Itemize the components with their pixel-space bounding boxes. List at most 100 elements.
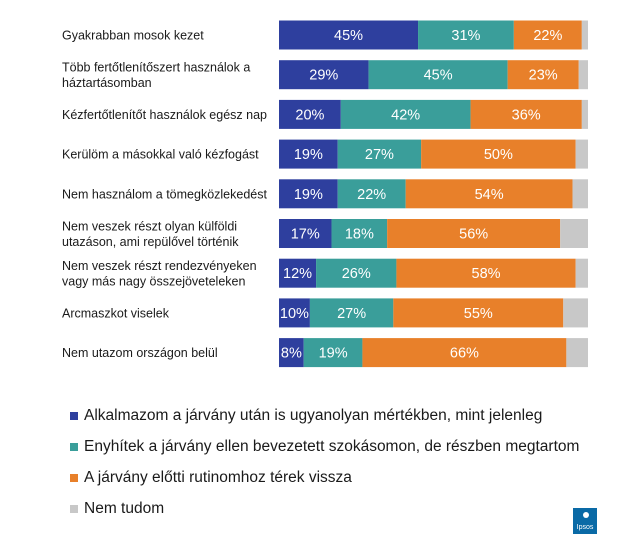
data-label: 29% [309,68,338,84]
data-label: 42% [391,107,420,123]
category-label-line: Nem utazom országon belül [62,346,218,360]
bar-segment [393,298,564,328]
category-label-line: Gyakrabban mosok kezet [62,29,204,43]
bar-segment [368,60,508,90]
category-label-line: háztartásomban [62,76,152,90]
bar-segment [279,298,310,328]
category-label: Arcmaszkot viselek [62,306,170,320]
bar-segment [581,20,588,50]
data-label: 27% [365,147,394,163]
bar-segment [316,258,397,288]
bar-segment [507,60,579,90]
category-label-line: utazáson, ami repülővel történik [62,235,239,249]
data-label: 19% [294,147,323,163]
bar-segment [421,139,576,169]
legend-swatch [70,411,78,420]
bar-segment [581,99,588,129]
data-label: 12% [283,266,312,282]
category-label: Kézfertőtlenítőt használok egész nap [62,108,267,122]
legend-item: Alkalmazom a járvány után is ugyanolyan … [70,400,579,431]
bar-segment [405,179,573,209]
data-label: 50% [484,147,513,163]
category-label: Nem használom a tömegközlekedést [62,187,267,201]
logo-dot [583,512,589,518]
data-label: 31% [451,28,480,44]
data-label: 55% [464,306,493,322]
data-label: 18% [345,227,374,243]
data-label: 10% [280,306,309,322]
data-label: 45% [334,28,363,44]
legend-swatch [70,473,78,482]
data-label: 27% [337,306,366,322]
category-label: Gyakrabban mosok kezet [62,29,204,43]
legend-swatch [70,442,78,451]
category-label: Nem veszek részt rendezvényeken vagy más … [62,259,257,289]
ipsos-logo: Ipsos [573,508,597,534]
category-label-line: Kerülöm a másokkal való kézfogást [62,148,259,162]
data-label: 19% [319,346,348,362]
data-label: 22% [533,28,562,44]
bar-segment [563,298,588,328]
bar-segment [418,20,514,50]
data-label: 20% [295,107,324,123]
legend-item: Nem tudom [70,493,579,524]
bar-segment [575,139,588,169]
bar-segment [279,60,369,90]
category-label-line: Több fertőtlenítőszert használok a [62,61,250,75]
bar-segment [279,338,304,368]
bar-segment [337,139,422,169]
category-label-line: vagy más nagy összejöveteleken [62,275,245,289]
data-label: 36% [512,107,541,123]
bar-segment [331,219,388,248]
data-label: 45% [424,68,453,84]
bar-segment [279,20,419,50]
bar-segment [566,338,588,368]
data-label: 56% [459,227,488,243]
logo-text: Ipsos [576,524,594,531]
legend-swatch [70,504,78,513]
category-label: Nem veszek részt olyan külföldi utazáson,… [62,220,239,250]
data-label: 17% [291,227,320,243]
legend: Alkalmazom a járvány után is ugyanolyan … [70,400,579,524]
bar-segment [396,258,576,288]
legend-label: Nem tudom [84,499,165,517]
bar-segment [279,99,341,129]
category-label: Kerülöm a másokkal való kézfogást [62,148,259,162]
category-label-line: Nem veszek részt olyan külföldi [62,220,237,234]
category-label: Több fertőtlenítőszert használok a háztar… [62,61,250,91]
bar-segment [279,258,317,288]
category-label-line: Nem használom a tömegközlekedést [62,187,267,201]
bar-segment [337,179,406,209]
data-label: 58% [472,266,501,282]
bar-segment [279,179,338,209]
bar-segment [560,219,588,248]
bar-segment [303,338,363,368]
bar-segment [362,338,567,368]
data-label: 8% [281,346,302,362]
stacked-bar-chart: Gyakrabban mosok kezet 45% 31% 22% Több fert… [62,20,588,368]
bar-segment [387,219,561,248]
bar-segment [279,139,338,169]
bar-segment [340,99,471,129]
legend-label: A járvány előtti rutinomhoz térek vissza [84,468,352,486]
legend-item: A járvány előtti rutinomhoz térek vissza [70,462,579,493]
bar-segment [309,298,394,328]
category-label-line: Kézfertőtlenítőt használok egész nap [62,108,267,122]
category-label: Nem utazom országon belül [62,346,218,360]
legend-label: Enyhítek a járvány ellen bevezetett szok… [84,437,580,455]
data-label: 54% [475,187,504,203]
category-label-line: Nem veszek részt rendezvényeken [62,259,257,273]
category-label-line: Arcmaszkot viselek [62,306,170,320]
legend-label: Alkalmazom a járvány után is ugyanolyan … [84,406,543,424]
bar-segment [513,20,582,50]
bar-segment [572,179,588,209]
legend-item: Enyhítek a járvány ellen bevezetett szok… [70,431,579,462]
data-label: 66% [450,346,479,362]
data-label: 19% [294,187,323,203]
data-label: 22% [357,187,386,203]
data-label: 23% [529,68,558,84]
data-label: 26% [342,266,371,282]
bar-segment [470,99,582,129]
bar-segment [279,219,332,248]
bar-segment [578,60,588,90]
